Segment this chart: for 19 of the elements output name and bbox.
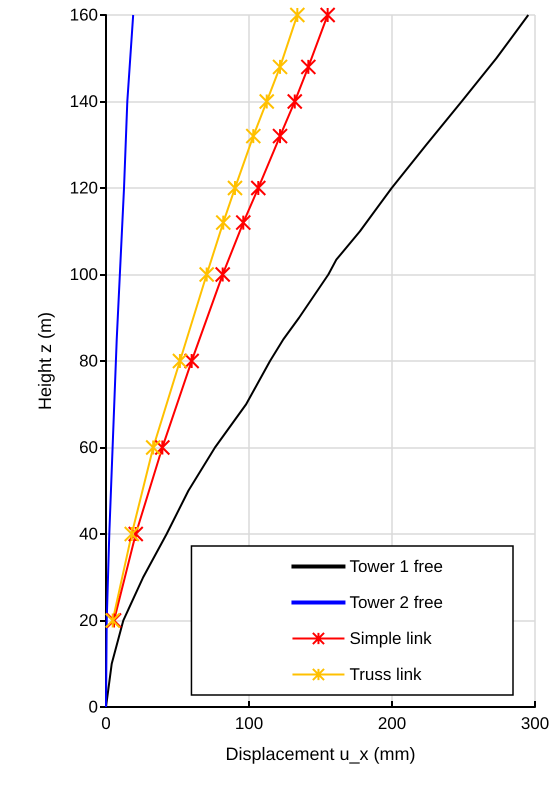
- legend-label: Truss link: [349, 665, 422, 684]
- y-tick-label: 20: [79, 611, 98, 630]
- y-tick-label: 120: [70, 178, 98, 198]
- legend-label: Simple link: [349, 629, 432, 648]
- y-tick-label: 140: [70, 92, 98, 111]
- x-tick-label: 100: [234, 714, 264, 733]
- x-axis-title: Displacement u_x (mm): [225, 744, 416, 764]
- x-tick-label: 200: [378, 714, 406, 733]
- x-tick-label: 300: [520, 714, 550, 733]
- x-tick-label: 0: [101, 714, 111, 733]
- y-tick-label: 160: [70, 6, 98, 24]
- y-tick-label: 40: [79, 524, 98, 544]
- y-tick-label: 0: [88, 698, 98, 716]
- y-tick-label: 60: [79, 438, 98, 457]
- y-tick-label: 100: [70, 265, 98, 284]
- legend-label: Tower 1 free: [349, 557, 444, 576]
- y-tick-label: 80: [79, 352, 98, 370]
- y-axis-title: Height z (m): [35, 312, 55, 410]
- legend-label: Tower 2 free: [349, 593, 444, 612]
